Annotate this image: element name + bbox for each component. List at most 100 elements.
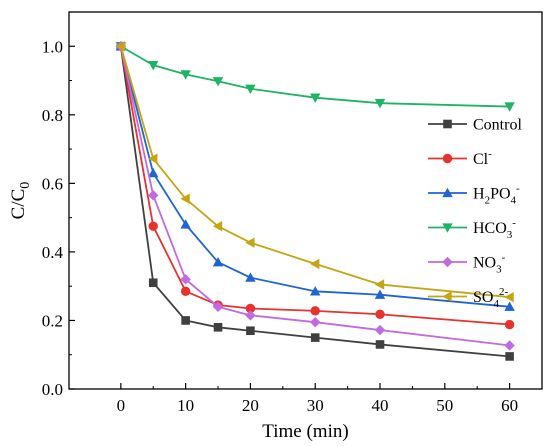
data-point-hco3 (310, 93, 321, 103)
data-point-control (310, 333, 320, 342)
legend-label-part: - (516, 183, 520, 195)
x-tick-label: 20 (242, 396, 259, 415)
x-tick-label: 10 (177, 396, 194, 415)
series-line-so4 (119, 46, 510, 299)
data-point-control (181, 316, 190, 325)
data-point-control (375, 340, 385, 349)
legend-label: SO42- (473, 286, 508, 310)
y-axis-label-sub: 0 (18, 182, 33, 189)
legend-label-part: 3 (496, 264, 502, 276)
legend-label-main: Control (473, 117, 522, 134)
data-point-no3 (148, 190, 159, 201)
data-point-h2po4 (374, 289, 386, 299)
data-point-so4 (180, 193, 190, 204)
series-hco3 (115, 42, 515, 112)
legend-label-part: 4 (511, 195, 517, 207)
legend-marker (443, 119, 452, 129)
data-point-h2po4 (148, 167, 159, 178)
y-axis-ticks: 0.0 0.2 0.4 0.6 0.8 1.0 (42, 37, 75, 399)
x-axis-label: Time (min) (262, 421, 348, 442)
data-point-control (505, 352, 514, 361)
data-point-control (246, 326, 255, 336)
legend-marker (442, 187, 453, 198)
legend-item-hco3: HCO3- (428, 217, 516, 241)
legend-label: NO3- (473, 252, 506, 276)
data-point-no3 (245, 310, 256, 321)
legend-item-so4: SO42- (428, 286, 508, 310)
legend-marker (442, 256, 453, 268)
data-point-no3 (180, 274, 191, 285)
series-line-no3 (119, 46, 510, 347)
x-axis-ticks: 0 10 20 30 40 50 60 (117, 383, 518, 415)
series-line-hco3 (120, 45, 510, 108)
legend-marker (442, 223, 453, 233)
legend-label-part: 2- (499, 286, 509, 298)
legend-label-part: SO (473, 289, 493, 306)
y-tick-label: 0.6 (42, 174, 63, 193)
data-point-h2po4 (180, 219, 191, 229)
y-tick-label: 0.2 (42, 311, 63, 330)
data-point-cl (504, 319, 515, 330)
legend-marker (442, 153, 453, 164)
legend-label-part: 2 (485, 195, 491, 207)
data-point-no3 (310, 316, 321, 328)
data-point-h2po4 (212, 256, 224, 267)
data-point-cl (310, 306, 320, 316)
x-tick-label: 60 (501, 396, 518, 415)
data-point-hco3 (245, 84, 256, 94)
legend-label-part: NO (473, 255, 496, 272)
series-layer (115, 41, 515, 361)
series-line-cl (119, 46, 510, 326)
data-point-h2po4 (310, 286, 321, 296)
series-so4 (115, 41, 514, 303)
data-point-h2po4 (245, 272, 256, 282)
data-point-so4 (504, 291, 514, 303)
data-point-cl (245, 303, 256, 314)
data-point-cl (148, 221, 158, 231)
series-line-h2po4 (119, 46, 510, 308)
legend-label-part: - (512, 217, 516, 229)
x-tick-label: 0 (117, 396, 126, 415)
data-point-no3 (374, 324, 386, 336)
legend-label: H2PO4- (473, 183, 520, 207)
legend-label-part: 3 (507, 229, 513, 241)
data-point-control (213, 323, 223, 332)
data-point-no3 (504, 340, 515, 351)
y-tick-label: 1.0 (42, 37, 63, 56)
data-point-hco3 (148, 60, 159, 71)
x-tick-label: 30 (307, 396, 324, 415)
data-point-h2po4 (504, 301, 515, 311)
legend-item-control: Control (428, 117, 522, 134)
legend-label-part: 4 (493, 298, 499, 310)
x-tick-label: 40 (372, 396, 389, 415)
y-axis-label: C/C0 (8, 182, 33, 220)
series-line-control (119, 46, 510, 358)
data-point-so4 (374, 279, 385, 290)
data-point-hco3 (504, 102, 515, 112)
y-tick-label: 0.4 (42, 243, 64, 262)
legend-label-sup: - (488, 148, 492, 160)
data-point-so4 (212, 221, 223, 232)
series-h2po4 (115, 41, 515, 311)
data-point-control (148, 278, 158, 288)
legend-label-main: Cl (473, 151, 489, 168)
data-point-hco3 (212, 77, 224, 87)
data-point-so4 (245, 237, 255, 248)
data-point-no3 (212, 301, 224, 312)
y-axis-label-main: C/C (8, 189, 29, 220)
data-point-hco3 (374, 99, 386, 109)
legend-label: HCO3- (473, 217, 516, 241)
data-point-hco3 (180, 70, 191, 80)
legend-item-cl: Cl- (428, 148, 492, 168)
data-point-so4 (115, 41, 125, 52)
legend-label-part: PO (490, 186, 510, 203)
x-tick-label: 50 (436, 396, 453, 415)
y-tick-label: 0.0 (42, 380, 63, 399)
legend-label-part: - (502, 252, 506, 264)
series-no3 (115, 41, 515, 351)
y-tick-label: 0.8 (42, 106, 63, 125)
data-point-cl (375, 309, 385, 319)
legend-marker (442, 291, 452, 302)
